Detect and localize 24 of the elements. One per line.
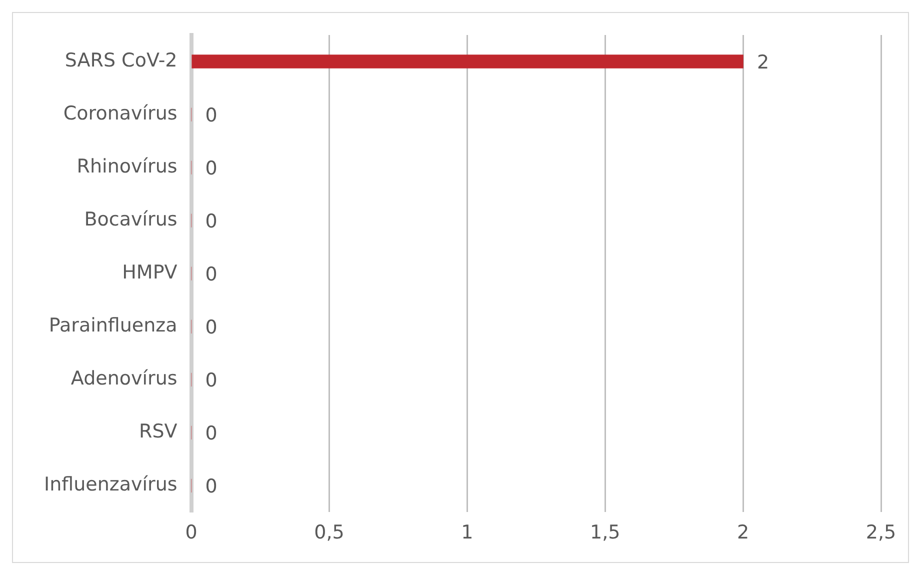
x-tick-label: 2,5 bbox=[866, 522, 896, 544]
y-tick-label: RSV bbox=[139, 420, 178, 443]
x-tick-label: 1 bbox=[461, 522, 474, 544]
data-label: 0 bbox=[205, 157, 218, 180]
y-tick-label: SARS CoV-2 bbox=[64, 49, 178, 72]
y-tick-label: Bocavírus bbox=[84, 208, 178, 231]
y-tick-label: Rhinovírus bbox=[76, 155, 178, 178]
data-label: 0 bbox=[205, 316, 218, 339]
y-tick-label: Parainfluenza bbox=[48, 314, 178, 337]
x-tick-label: 1,5 bbox=[590, 522, 620, 544]
data-label: 0 bbox=[205, 264, 218, 286]
y-tick-label: Influenzavírus bbox=[44, 474, 178, 496]
data-label: 0 bbox=[205, 210, 218, 233]
data-label: 0 bbox=[205, 476, 218, 498]
y-tick-label: Coronavírus bbox=[63, 102, 178, 124]
x-tick-label: 0 bbox=[185, 522, 198, 544]
y-tick-label: HMPV bbox=[122, 262, 178, 284]
x-tick-label: 0,5 bbox=[314, 522, 344, 544]
y-tick-label: Adenovírus bbox=[70, 368, 178, 390]
data-label: 0 bbox=[205, 370, 218, 392]
data-label: 0 bbox=[205, 422, 218, 445]
x-tick-label: 2 bbox=[737, 522, 750, 544]
data-label: 0 bbox=[205, 104, 218, 126]
data-label: 2 bbox=[757, 51, 770, 74]
